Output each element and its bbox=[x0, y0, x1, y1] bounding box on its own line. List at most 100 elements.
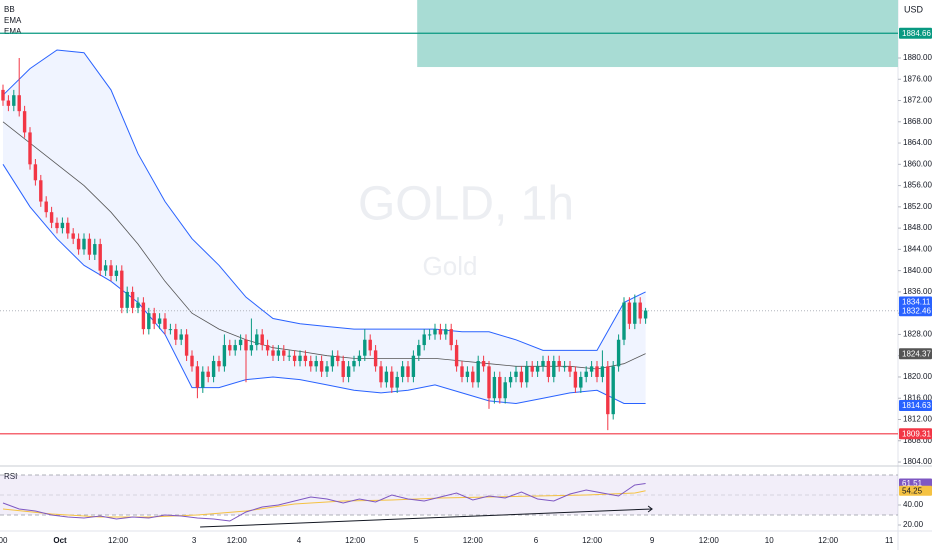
watermark-title: GOLD, 1h bbox=[358, 178, 574, 231]
candle-body bbox=[33, 164, 38, 181]
legend-item: EMA bbox=[4, 16, 22, 25]
candle-body bbox=[573, 371, 578, 388]
candle-body bbox=[76, 238, 81, 250]
candle-body bbox=[471, 371, 475, 383]
candle-body bbox=[12, 95, 16, 106]
x-tick-label: 12:00 bbox=[463, 536, 484, 545]
candle-body bbox=[39, 180, 43, 202]
candle-body bbox=[562, 366, 567, 368]
y-tick-label: 1840.00 bbox=[903, 266, 932, 275]
candle-body bbox=[633, 302, 637, 324]
candle-body bbox=[530, 366, 534, 372]
candle-body bbox=[546, 361, 551, 377]
candle-body bbox=[638, 302, 642, 319]
rsi-y-tick-label: 20.00 bbox=[903, 520, 924, 529]
candle-body bbox=[287, 355, 291, 357]
candle-body bbox=[368, 339, 372, 351]
candle-body bbox=[238, 339, 243, 346]
price-badge-label: 1824.37 bbox=[902, 349, 931, 358]
candle-body bbox=[492, 376, 497, 399]
candle-body bbox=[255, 334, 259, 346]
candle-body bbox=[535, 366, 540, 372]
candle-body bbox=[438, 329, 443, 335]
x-tick-label: 3 bbox=[192, 536, 197, 545]
candle-body bbox=[71, 233, 75, 239]
candle-body bbox=[400, 366, 405, 377]
candle-body bbox=[384, 371, 389, 383]
candle-body bbox=[346, 366, 351, 377]
candle-body bbox=[114, 270, 119, 276]
x-tick-label: 12:00 bbox=[582, 536, 603, 545]
y-tick-label: 1860.00 bbox=[903, 159, 932, 168]
candle-body bbox=[357, 355, 362, 362]
candle-body bbox=[584, 371, 588, 377]
candle-body bbox=[433, 329, 437, 335]
candle-body bbox=[292, 355, 297, 362]
candle-body bbox=[93, 244, 97, 255]
rsi-ma-line bbox=[2, 490, 646, 518]
candle-body bbox=[309, 361, 313, 367]
candle-body bbox=[422, 334, 426, 346]
y-tick-label: 1868.00 bbox=[903, 117, 932, 126]
candle-body bbox=[595, 366, 599, 377]
price-badge bbox=[899, 348, 932, 360]
candle-body bbox=[514, 371, 518, 377]
candle-body bbox=[449, 329, 453, 346]
candle-body bbox=[157, 318, 162, 324]
candle-body bbox=[55, 222, 59, 229]
price-badge-label: 1834.11 bbox=[902, 298, 931, 307]
candle-body bbox=[336, 355, 340, 362]
candle-body bbox=[98, 244, 102, 271]
y-tick-label: 1848.00 bbox=[903, 223, 932, 232]
candle-body bbox=[519, 371, 524, 383]
candle-body bbox=[60, 222, 65, 229]
candle-body bbox=[17, 95, 21, 112]
y-tick-label: 1856.00 bbox=[903, 181, 932, 190]
candle-body bbox=[508, 376, 513, 383]
candle-body bbox=[552, 361, 556, 377]
trendline bbox=[200, 508, 653, 528]
candle-body bbox=[498, 376, 502, 399]
y-tick-label: 1808.00 bbox=[903, 436, 932, 445]
x-tick-label: 10 bbox=[765, 536, 774, 545]
rsi-y-tick-label: 40.00 bbox=[903, 500, 924, 509]
candle-body bbox=[568, 366, 572, 372]
candle-body bbox=[120, 270, 124, 308]
x-tick-label: 12:00 bbox=[227, 536, 248, 545]
candle-body bbox=[228, 345, 232, 351]
candle-body bbox=[460, 366, 464, 377]
candle-body bbox=[125, 291, 129, 308]
candle-body bbox=[103, 265, 108, 271]
candle-body bbox=[152, 313, 156, 324]
candle-body bbox=[622, 302, 626, 340]
price-badge-label: 1832.46 bbox=[902, 306, 931, 315]
price-badge-label: 1809.31 bbox=[902, 429, 931, 438]
candle-body bbox=[600, 366, 605, 377]
candle-body bbox=[249, 345, 254, 351]
y-tick-label: 1836.00 bbox=[903, 287, 932, 296]
y-tick-label: 1852.00 bbox=[903, 202, 932, 211]
candle-body bbox=[147, 313, 151, 330]
candle-body bbox=[201, 371, 205, 388]
rsi-line bbox=[2, 483, 646, 522]
legend-item: EMA bbox=[4, 27, 22, 36]
candle-body bbox=[233, 345, 237, 351]
candle-body bbox=[465, 371, 470, 377]
candle-body bbox=[616, 339, 621, 367]
candle-body bbox=[487, 366, 491, 399]
rsi-title: RSI bbox=[4, 472, 17, 481]
candle-body bbox=[174, 329, 178, 340]
price-badge bbox=[899, 400, 932, 412]
trendline-arrow bbox=[647, 505, 653, 513]
candle-body bbox=[606, 366, 610, 415]
candle-body bbox=[163, 318, 167, 330]
candle-body bbox=[363, 339, 367, 356]
rsi-badge bbox=[899, 485, 932, 496]
x-tick-label: 4 bbox=[297, 536, 302, 545]
band-fill bbox=[3, 50, 646, 404]
candle-body bbox=[481, 361, 486, 367]
candle-body bbox=[244, 339, 248, 351]
candle-body bbox=[28, 132, 32, 165]
candle-body bbox=[341, 361, 345, 377]
